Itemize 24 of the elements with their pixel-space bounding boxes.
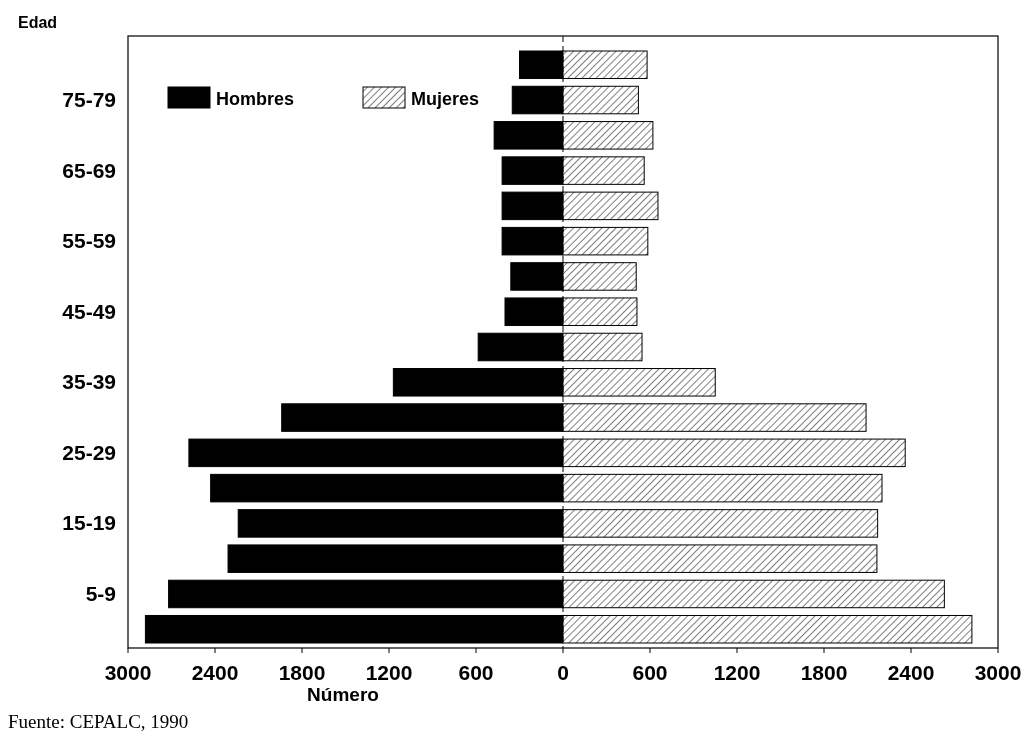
- x-tick-label: 600: [632, 661, 668, 684]
- x-tick-label: 2400: [191, 661, 239, 684]
- source-note: Fuente: CEPALC, 1990: [8, 711, 189, 732]
- x-tick-label: 0: [557, 661, 569, 684]
- x-tick-label: 1200: [713, 661, 761, 684]
- x-tick-label: 1800: [278, 661, 326, 684]
- x-tick-label: 2400: [887, 661, 935, 684]
- y-tick-label: 75-79: [62, 88, 116, 112]
- x-axis-title: Número: [307, 684, 379, 705]
- y-axis-title: Edad: [18, 14, 58, 31]
- y-tick-label: 65-69: [62, 158, 116, 182]
- x-tick-label: 1800: [800, 661, 848, 684]
- legend-label: Mujeres: [411, 89, 480, 109]
- y-tick-label: 5-9: [85, 581, 116, 605]
- y-tick-label: 35-39: [62, 370, 116, 394]
- y-tick-label: 15-19: [62, 511, 116, 535]
- x-tick-label: 3000: [104, 661, 152, 684]
- y-tick-label: 25-29: [62, 440, 116, 464]
- x-tick-label: 1200: [365, 661, 413, 684]
- y-tick-label: 45-49: [62, 299, 116, 323]
- y-tick-label: 55-59: [62, 229, 116, 253]
- x-tick-label: 600: [458, 661, 494, 684]
- legend-label: Hombres: [216, 89, 295, 109]
- x-tick-label: 3000: [974, 661, 1022, 684]
